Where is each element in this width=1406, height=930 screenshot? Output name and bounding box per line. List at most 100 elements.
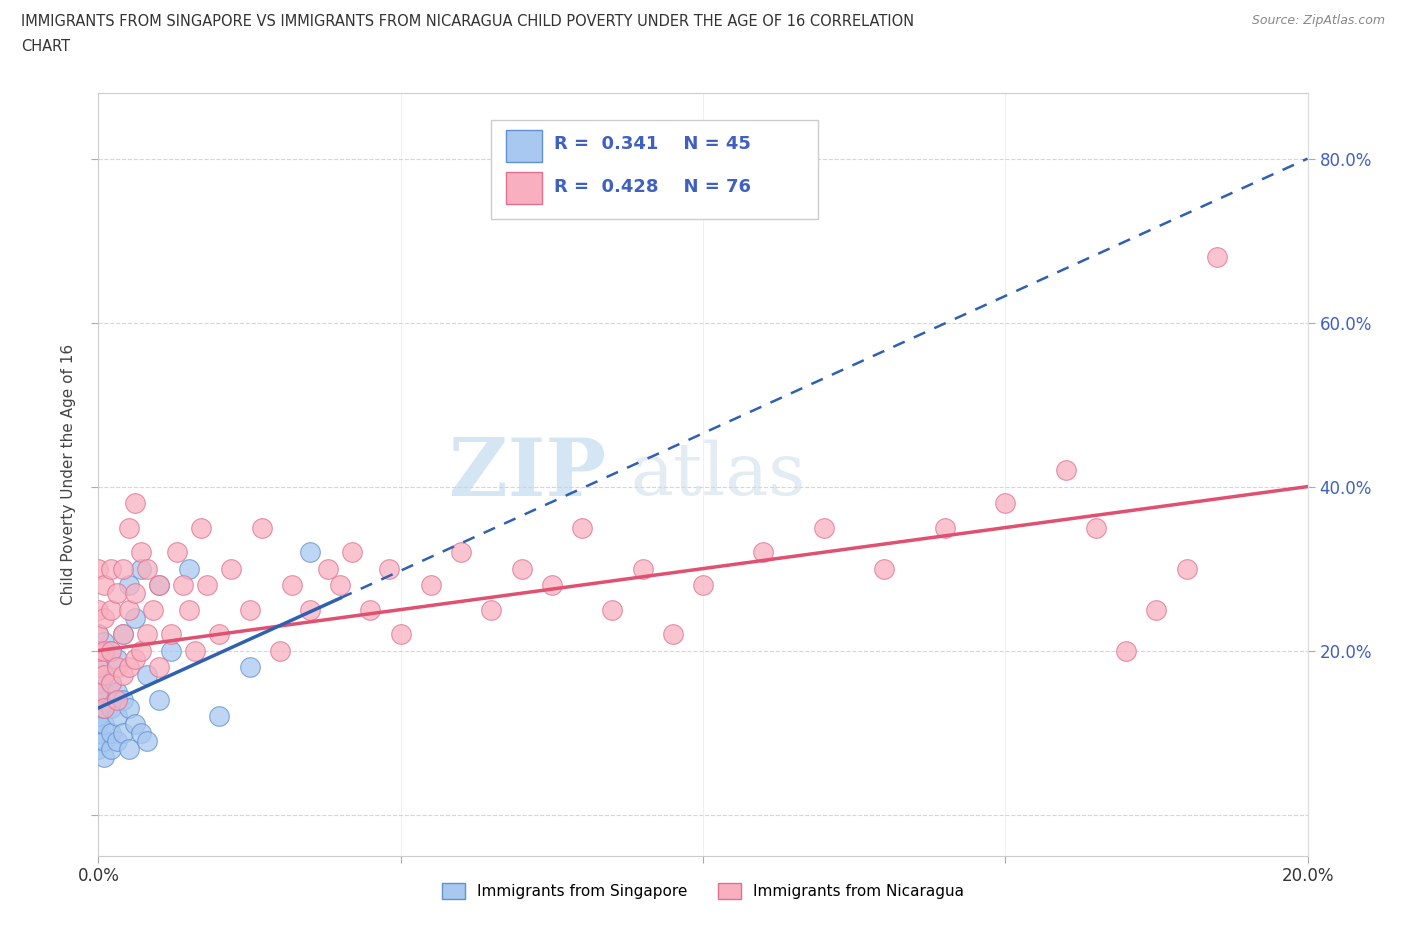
Point	[111, 627, 134, 642]
Point	[87, 692, 110, 707]
Point	[93, 668, 115, 683]
Point	[160, 644, 183, 658]
Point	[510, 561, 533, 576]
Point	[135, 627, 157, 642]
Point	[100, 676, 122, 691]
Point	[93, 644, 115, 658]
Text: R =  0.428    N = 76: R = 0.428 N = 76	[554, 178, 751, 196]
Point	[389, 627, 412, 642]
Point	[100, 741, 122, 756]
Point	[118, 741, 141, 756]
Point	[100, 725, 122, 740]
Y-axis label: Child Poverty Under the Age of 16: Child Poverty Under the Age of 16	[60, 344, 76, 604]
Point	[190, 520, 212, 535]
Point	[111, 692, 134, 707]
Point	[1206, 249, 1229, 264]
Point	[377, 561, 399, 576]
Point	[208, 627, 231, 642]
Text: ZIP: ZIP	[450, 435, 606, 513]
Point	[329, 578, 352, 592]
Point	[299, 602, 322, 617]
Point	[129, 561, 152, 576]
Point	[148, 578, 170, 592]
Point	[148, 578, 170, 592]
Point	[93, 578, 115, 592]
Point	[129, 545, 152, 560]
Point	[87, 627, 110, 642]
Point	[87, 659, 110, 674]
Text: CHART: CHART	[21, 39, 70, 54]
Legend: Immigrants from Singapore, Immigrants from Nicaragua: Immigrants from Singapore, Immigrants fr…	[436, 877, 970, 905]
FancyBboxPatch shape	[506, 171, 543, 204]
Point	[160, 627, 183, 642]
Point	[813, 520, 835, 535]
Point	[87, 676, 110, 691]
Point	[118, 520, 141, 535]
Point	[87, 741, 110, 756]
Point	[934, 520, 956, 535]
Point	[166, 545, 188, 560]
Point	[118, 602, 141, 617]
Point	[124, 496, 146, 511]
Point	[105, 684, 128, 699]
Point	[239, 602, 262, 617]
Point	[87, 725, 110, 740]
Point	[184, 644, 207, 658]
Point	[752, 545, 775, 560]
Point	[111, 627, 134, 642]
Point	[100, 602, 122, 617]
Point	[124, 610, 146, 625]
Point	[692, 578, 714, 592]
Point	[105, 659, 128, 674]
Point	[631, 561, 654, 576]
Point	[93, 700, 115, 715]
Point	[111, 561, 134, 576]
Point	[1144, 602, 1167, 617]
Point	[481, 602, 503, 617]
Point	[100, 700, 122, 715]
Point	[93, 734, 115, 749]
Point	[87, 644, 110, 658]
Text: atlas: atlas	[630, 439, 806, 510]
Point	[299, 545, 322, 560]
Point	[124, 717, 146, 732]
Point	[111, 668, 134, 683]
Point	[118, 578, 141, 592]
Point	[281, 578, 304, 592]
Point	[602, 602, 624, 617]
Point	[172, 578, 194, 592]
Point	[87, 684, 110, 699]
Point	[148, 659, 170, 674]
Point	[195, 578, 218, 592]
Point	[87, 644, 110, 658]
Point	[87, 602, 110, 617]
Point	[100, 644, 122, 658]
Point	[87, 700, 110, 715]
Point	[208, 709, 231, 724]
Point	[105, 586, 128, 601]
Point	[1175, 561, 1198, 576]
Point	[105, 692, 128, 707]
Point	[93, 750, 115, 764]
Point	[105, 709, 128, 724]
Point	[87, 709, 110, 724]
Point	[129, 725, 152, 740]
Point	[100, 561, 122, 576]
Point	[87, 717, 110, 732]
Point	[179, 561, 201, 576]
Point	[93, 668, 115, 683]
Point	[93, 684, 115, 699]
Point	[142, 602, 165, 617]
Point	[1054, 463, 1077, 478]
Point	[269, 644, 291, 658]
Point	[450, 545, 472, 560]
Point	[661, 627, 683, 642]
Point	[118, 659, 141, 674]
Point	[135, 668, 157, 683]
Point	[148, 692, 170, 707]
Point	[873, 561, 896, 576]
Point	[87, 627, 110, 642]
Point	[342, 545, 364, 560]
Point	[129, 644, 152, 658]
Point	[105, 734, 128, 749]
